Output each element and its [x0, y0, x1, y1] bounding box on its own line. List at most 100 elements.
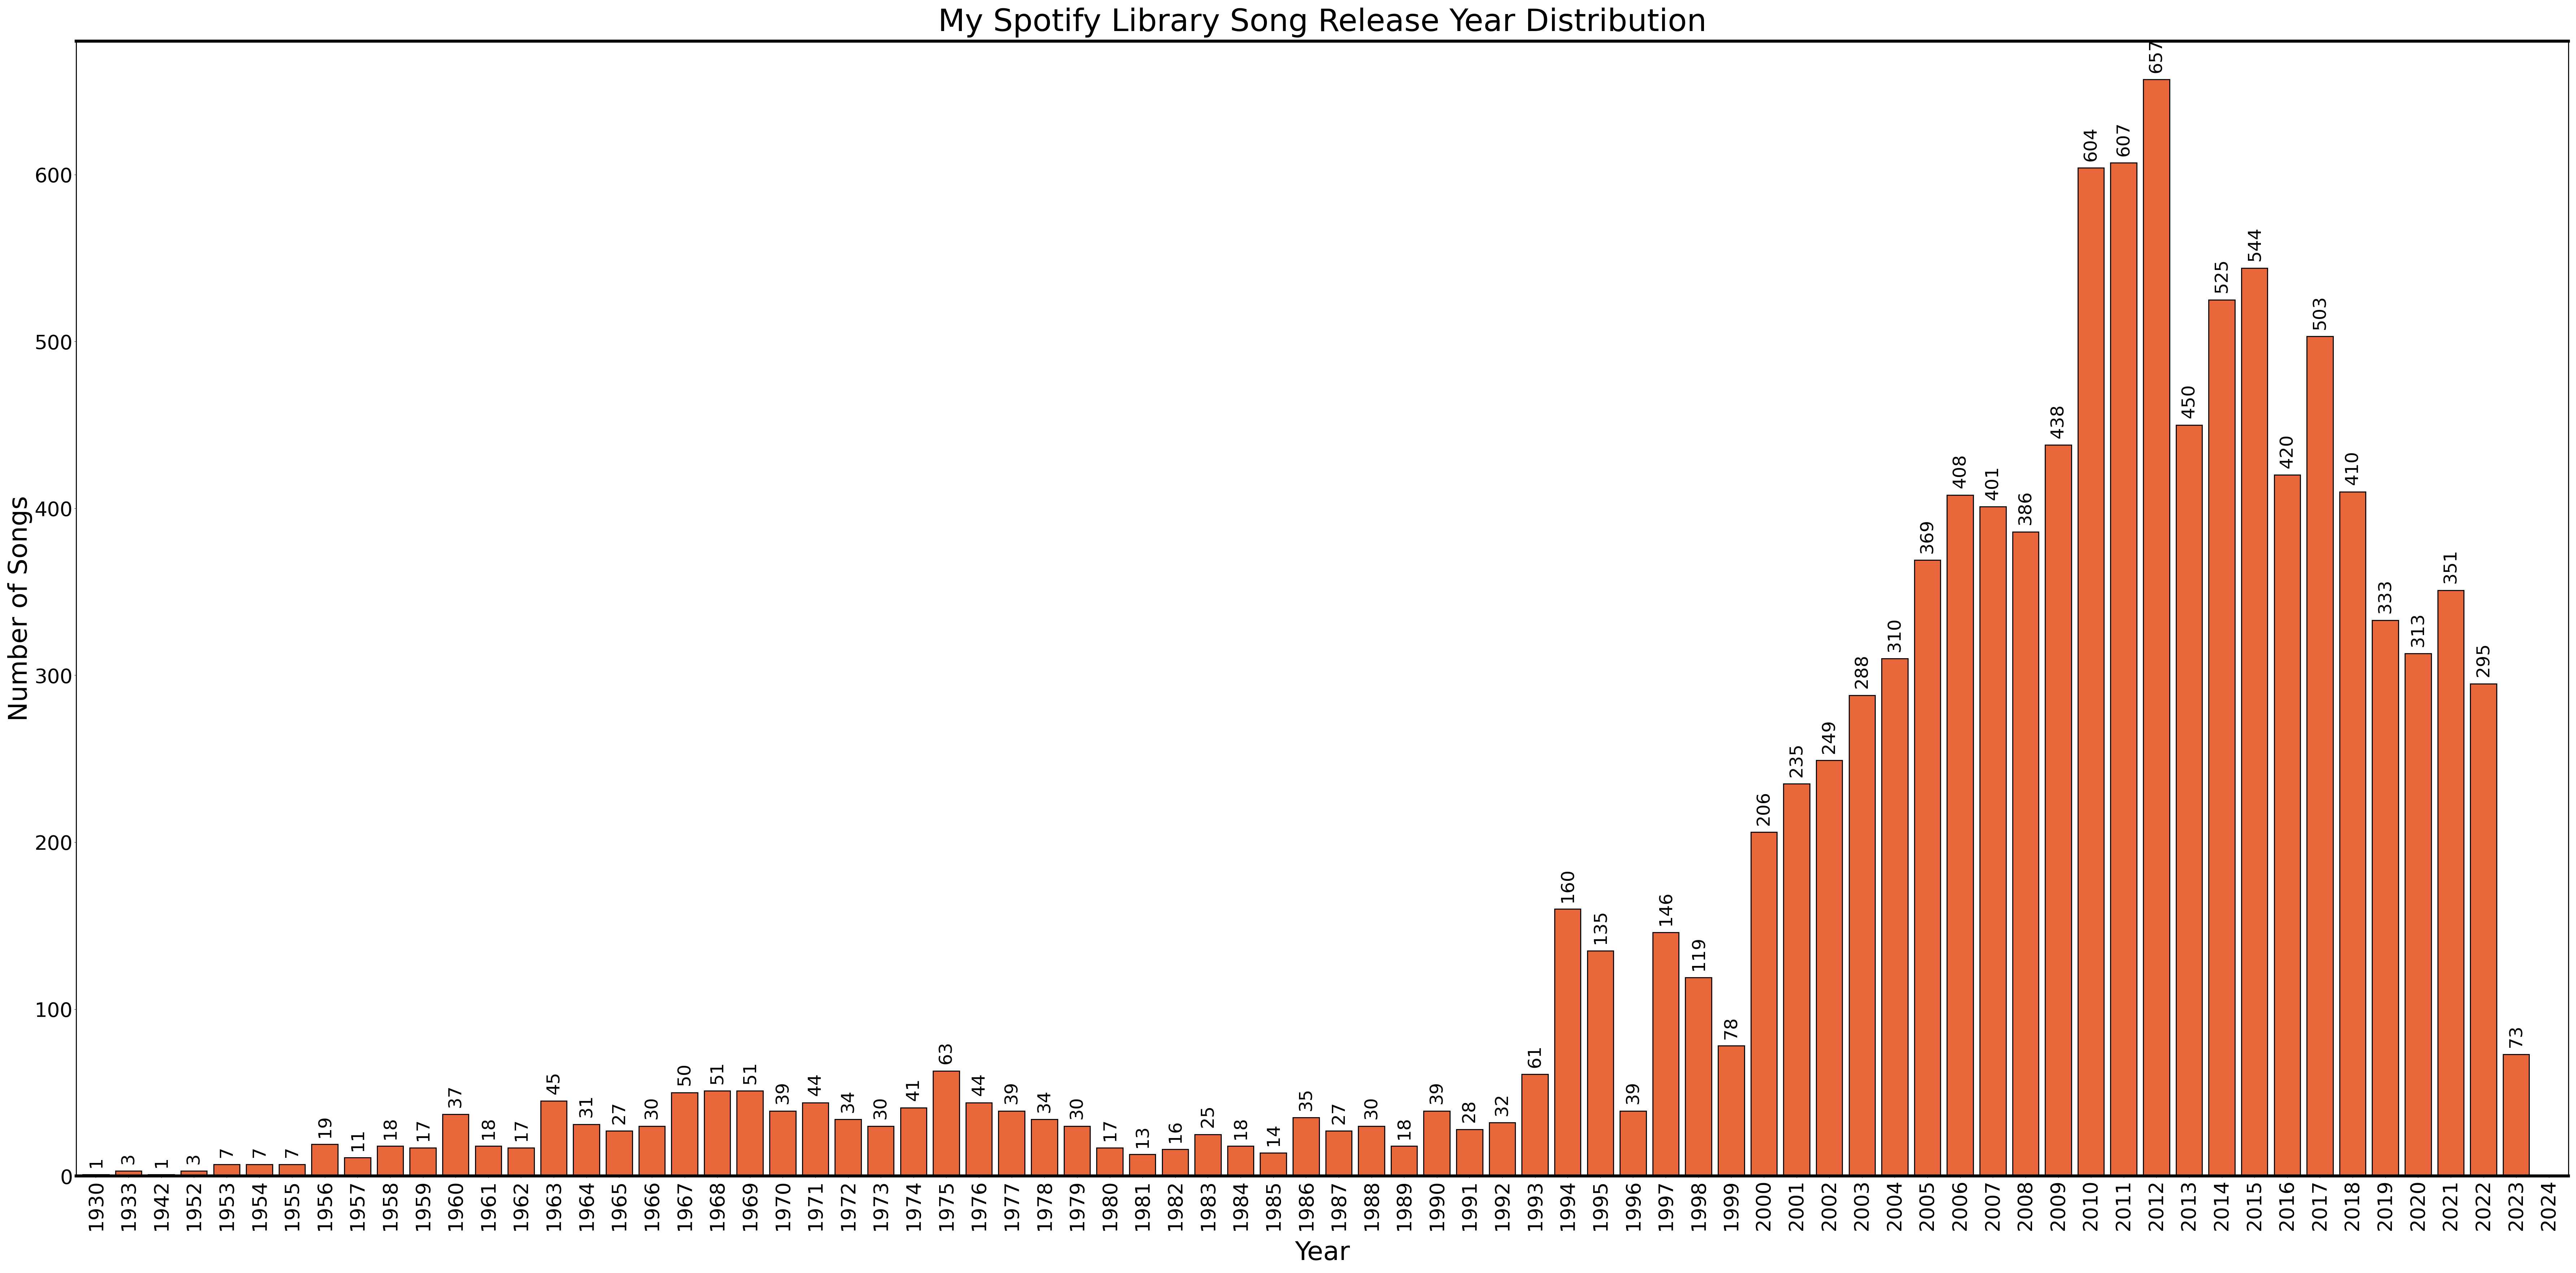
Bar — [835, 1119, 860, 1176]
Text: 30: 30 — [644, 1096, 659, 1119]
Bar — [703, 1091, 732, 1176]
Text: 438: 438 — [2050, 404, 2066, 438]
Bar — [2504, 1054, 2530, 1176]
Text: 313: 313 — [2409, 612, 2427, 647]
Bar — [147, 1175, 175, 1176]
Text: 45: 45 — [546, 1072, 562, 1095]
Text: 34: 34 — [1036, 1090, 1054, 1113]
Text: 17: 17 — [1100, 1118, 1118, 1141]
Text: 19: 19 — [317, 1115, 332, 1138]
Bar — [902, 1108, 927, 1176]
Bar — [1425, 1111, 1450, 1176]
Text: 135: 135 — [1592, 910, 1610, 945]
Bar — [1455, 1129, 1484, 1176]
Bar — [999, 1111, 1025, 1176]
Bar — [801, 1102, 829, 1176]
Y-axis label: Number of Songs: Number of Songs — [8, 495, 33, 722]
Bar — [672, 1092, 698, 1176]
Bar — [1260, 1152, 1285, 1176]
X-axis label: Year: Year — [1296, 1241, 1350, 1265]
Text: 28: 28 — [1461, 1100, 1479, 1123]
Bar — [1947, 495, 1973, 1176]
Text: 50: 50 — [675, 1063, 693, 1086]
Text: 51: 51 — [742, 1062, 757, 1085]
Bar — [1816, 760, 1842, 1176]
Text: 3: 3 — [185, 1153, 204, 1165]
Bar — [2012, 532, 2038, 1176]
Bar — [2372, 620, 2398, 1176]
Text: 450: 450 — [2179, 384, 2197, 419]
Bar — [82, 1175, 108, 1176]
Bar — [116, 1171, 142, 1176]
Bar — [1587, 951, 1613, 1176]
Text: 295: 295 — [2476, 643, 2491, 677]
Bar — [507, 1148, 533, 1176]
Text: 420: 420 — [2280, 434, 2295, 468]
Text: 146: 146 — [1656, 891, 1674, 925]
Text: 34: 34 — [840, 1090, 858, 1113]
Text: 30: 30 — [1363, 1096, 1381, 1119]
Text: 607: 607 — [2115, 122, 2133, 157]
Text: 401: 401 — [1984, 466, 2002, 500]
Text: 386: 386 — [2017, 490, 2035, 524]
Bar — [2406, 653, 2432, 1176]
Bar — [1880, 658, 1909, 1176]
Bar — [2470, 684, 2496, 1176]
Text: 44: 44 — [806, 1073, 824, 1096]
Bar — [2045, 446, 2071, 1176]
Bar — [1229, 1146, 1255, 1176]
Bar — [1030, 1119, 1056, 1176]
Bar — [605, 1130, 631, 1176]
Text: 13: 13 — [1133, 1125, 1151, 1148]
Bar — [1128, 1155, 1157, 1176]
Text: 14: 14 — [1265, 1123, 1283, 1146]
Bar — [770, 1111, 796, 1176]
Text: 310: 310 — [1886, 617, 1904, 652]
Bar — [1654, 932, 1680, 1176]
Text: 39: 39 — [1427, 1081, 1445, 1104]
Text: 288: 288 — [1852, 654, 1870, 689]
Text: 249: 249 — [1821, 719, 1837, 754]
Text: 408: 408 — [1953, 454, 1968, 489]
Bar — [1327, 1130, 1352, 1176]
Text: 39: 39 — [1002, 1081, 1020, 1104]
Bar — [1685, 978, 1710, 1176]
Bar — [1195, 1134, 1221, 1176]
Text: 503: 503 — [2311, 295, 2329, 330]
Text: 333: 333 — [2378, 579, 2393, 614]
Text: 1: 1 — [88, 1156, 106, 1167]
Bar — [1752, 833, 1777, 1176]
Text: 160: 160 — [1558, 868, 1577, 903]
Text: 32: 32 — [1494, 1094, 1512, 1116]
Text: 39: 39 — [773, 1081, 791, 1104]
Text: 78: 78 — [1723, 1016, 1739, 1039]
Title: My Spotify Library Song Release Year Distribution: My Spotify Library Song Release Year Dis… — [938, 8, 1708, 37]
Bar — [474, 1146, 502, 1176]
Text: 369: 369 — [1919, 519, 1937, 554]
Text: 525: 525 — [2213, 258, 2231, 293]
Text: 61: 61 — [1525, 1045, 1543, 1068]
Text: 206: 206 — [1754, 791, 1772, 825]
Bar — [2208, 299, 2236, 1176]
Bar — [2079, 168, 2105, 1176]
Bar — [1097, 1148, 1123, 1176]
Bar — [933, 1071, 958, 1176]
Bar — [2275, 475, 2300, 1176]
Text: 25: 25 — [1200, 1105, 1216, 1128]
Text: 657: 657 — [2148, 38, 2164, 73]
Bar — [1522, 1074, 1548, 1176]
Text: 35: 35 — [1298, 1088, 1314, 1111]
Text: 18: 18 — [1231, 1116, 1249, 1139]
Text: 604: 604 — [2081, 127, 2099, 162]
Bar — [1162, 1150, 1188, 1176]
Bar — [2437, 591, 2463, 1176]
Bar — [2143, 79, 2169, 1176]
Text: 544: 544 — [2246, 227, 2264, 261]
Text: 7: 7 — [250, 1146, 268, 1157]
Text: 7: 7 — [283, 1146, 301, 1157]
Bar — [2339, 491, 2365, 1176]
Bar — [410, 1148, 435, 1176]
Text: 235: 235 — [1788, 742, 1806, 777]
Text: 11: 11 — [348, 1128, 366, 1151]
Text: 7: 7 — [219, 1146, 234, 1157]
